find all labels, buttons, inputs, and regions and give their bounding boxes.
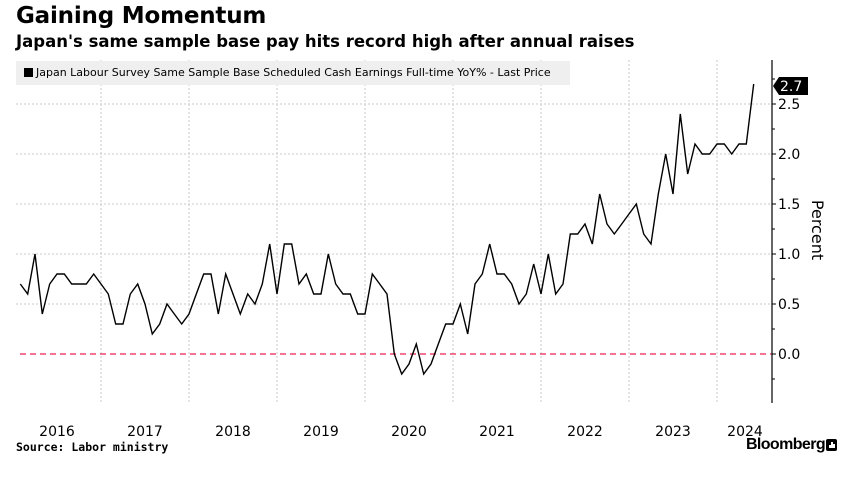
y-tick-label: 0.5 bbox=[778, 297, 800, 313]
x-tick-label: 2017 bbox=[127, 424, 163, 440]
bloomberg-logo-text: Bloomberg bbox=[745, 436, 826, 453]
y-tick-label: 1.0 bbox=[778, 247, 800, 263]
last-price-tag-background bbox=[773, 77, 808, 95]
y-axis-label: Percent bbox=[808, 200, 827, 260]
x-tick-label: 2022 bbox=[567, 424, 603, 440]
y-tick-label: 1.5 bbox=[778, 197, 800, 213]
x-tick-label: 2023 bbox=[655, 424, 691, 440]
x-tick-label: 2020 bbox=[391, 424, 427, 440]
bloomberg-chart-icon bbox=[826, 439, 837, 451]
x-tick-labels: 2016 2017 2018 2019 2020 2021 2022 2023 2024 bbox=[39, 424, 763, 440]
x-tick-label: 2019 bbox=[303, 424, 339, 440]
y-tick-label: 0.0 bbox=[778, 347, 800, 363]
legend-label: Japan Labour Survey Same Sample Base Sch… bbox=[36, 66, 551, 79]
y-ticks: 0.0 0.5 1.0 1.5 2.0 2.5 bbox=[772, 78, 800, 380]
x-tick-label: 2024 bbox=[727, 424, 763, 440]
legend-swatch bbox=[24, 68, 33, 77]
legend: Japan Labour Survey Same Sample Base Sch… bbox=[16, 61, 570, 85]
chart-title: Gaining Momentum bbox=[16, 3, 267, 29]
y-tick-label: 2.5 bbox=[778, 97, 800, 113]
y-gridlines bbox=[16, 103, 772, 305]
series-line bbox=[19, 83, 755, 376]
source-note: Source: Labor ministry bbox=[16, 440, 169, 454]
last-price-tag: 2.7 bbox=[773, 77, 808, 95]
chart-subtitle: Japan's same sample base pay hits record… bbox=[16, 32, 635, 51]
y-tick-label: 2.0 bbox=[778, 147, 800, 163]
x-tick-label: 2021 bbox=[479, 424, 515, 440]
x-gridlines bbox=[100, 60, 718, 403]
last-price-label: 2.7 bbox=[780, 79, 802, 95]
x-tick-label: 2016 bbox=[39, 424, 75, 440]
x-tick-label: 2018 bbox=[215, 424, 251, 440]
